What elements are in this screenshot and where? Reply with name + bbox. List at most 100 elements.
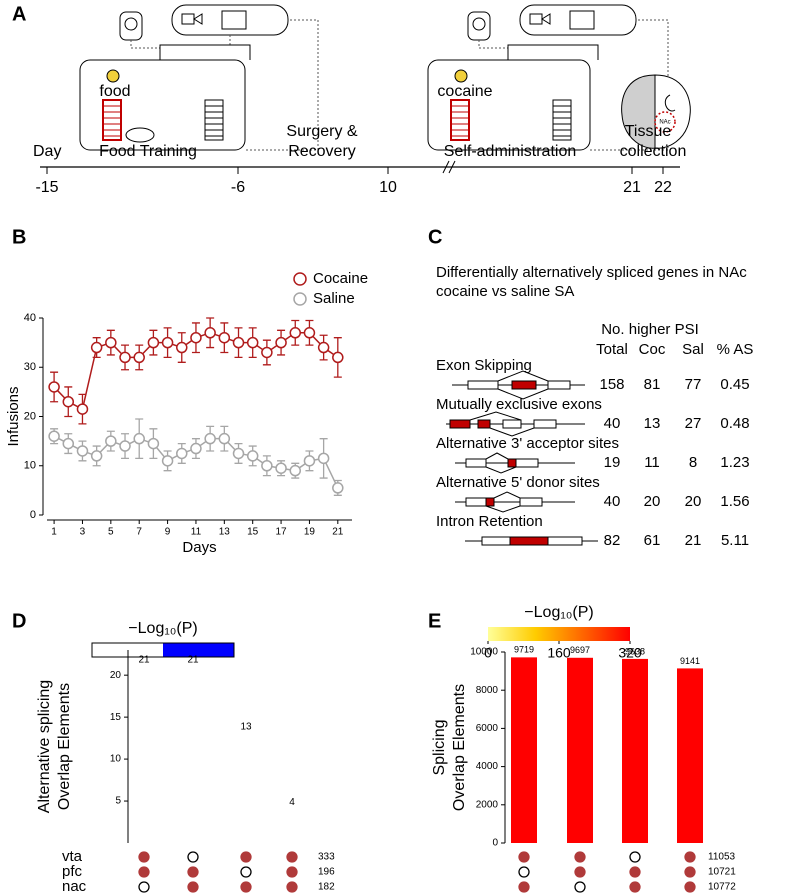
- y-axis-label: Splicing: [431, 719, 448, 775]
- table-cell: 40: [604, 493, 621, 510]
- membership-dot: [187, 866, 199, 878]
- x-tick-label: 9: [165, 527, 171, 538]
- data-point: [190, 442, 202, 455]
- x-tick-label: 15: [247, 527, 259, 538]
- y-axis-label: Overlap Elements: [451, 684, 468, 811]
- data-point: [261, 346, 273, 359]
- timeline-tick-label: 22: [654, 179, 672, 196]
- membership-dot: [574, 881, 586, 893]
- phase-label: Food Training: [99, 143, 197, 160]
- colorbar-label: −Log₁₀(P): [524, 604, 593, 621]
- x-tick-label: 17: [276, 527, 288, 538]
- y-axis-label: Infusions: [5, 386, 22, 446]
- data-point: [190, 331, 202, 344]
- table-cell: 8: [689, 454, 697, 471]
- value-label: 9697: [570, 645, 590, 655]
- set-size: 333: [318, 852, 335, 863]
- timeline-tick-label: -6: [231, 179, 245, 196]
- membership-dot: [518, 851, 530, 863]
- table-title: cocaine vs saline SA: [436, 283, 574, 300]
- data-point: [289, 464, 302, 477]
- y-tick-label: 6000: [476, 723, 499, 734]
- x-tick-label: 5: [108, 527, 114, 538]
- row-label: Intron Retention: [436, 513, 543, 530]
- data-point: [246, 336, 259, 349]
- data-point: [246, 450, 259, 462]
- value-label: 4: [289, 797, 295, 808]
- value-label: 21: [138, 654, 150, 665]
- membership-dot: [629, 866, 641, 878]
- y-tick-label: 20: [110, 670, 122, 681]
- y-tick-label: 15: [110, 712, 122, 723]
- membership-dot: [574, 851, 586, 863]
- table-group-header: No. higher PSI: [601, 321, 699, 338]
- brain-icon: [621, 74, 691, 149]
- legend-marker: [293, 272, 307, 286]
- table-header: % AS: [717, 341, 754, 358]
- row-label: Alternative 3' acceptor sites: [436, 435, 619, 452]
- value-label: 9141: [680, 656, 700, 666]
- membership-dot: [286, 851, 298, 863]
- colorbar-tick-label: 320: [618, 645, 642, 661]
- table-cell: 5.11: [721, 532, 749, 549]
- table-cell: 0.48: [720, 415, 749, 432]
- timeline-tick-label: 21: [623, 179, 641, 196]
- bar: [511, 657, 537, 843]
- data-point: [176, 341, 188, 354]
- table-cell: 1.56: [720, 493, 749, 510]
- data-point: [232, 336, 245, 349]
- y-tick-label: 4000: [476, 761, 499, 772]
- value-label: 9638: [625, 646, 645, 656]
- data-point: [317, 452, 330, 465]
- phase-label: Tissue: [625, 123, 672, 140]
- data-point: [161, 336, 174, 349]
- brain-label: NAc: [659, 120, 670, 126]
- data-point: [105, 435, 117, 447]
- data-point: [275, 336, 287, 349]
- membership-dot: [286, 866, 298, 878]
- data-point: [161, 455, 174, 467]
- y-axis-label: Alternative splicing: [36, 680, 53, 813]
- data-point: [90, 450, 103, 462]
- apparatus-right: [427, 4, 669, 151]
- x-axis-label: Days: [182, 539, 216, 556]
- membership-dot: [138, 881, 150, 893]
- table-cell: 158: [599, 376, 624, 393]
- colorbar: [488, 627, 630, 641]
- data-point: [204, 432, 216, 445]
- x-tick-label: 3: [80, 527, 86, 538]
- set-size: 10721: [708, 867, 736, 878]
- y-tick-label: 20: [24, 410, 36, 422]
- colorbar-tick-label: 160: [547, 645, 571, 661]
- table-cell: 27: [685, 415, 702, 432]
- table-cell: 20: [644, 493, 661, 510]
- table-cell: 11: [644, 454, 660, 471]
- x-tick-label: 19: [304, 527, 316, 538]
- data-point: [62, 395, 75, 408]
- row-label: Alternative 5' donor sites: [436, 474, 600, 491]
- data-point: [204, 327, 216, 339]
- data-point: [119, 351, 131, 364]
- membership-dot: [286, 881, 298, 893]
- value-label: 9719: [514, 645, 534, 655]
- apparatus-left: [79, 4, 319, 151]
- data-point: [48, 381, 60, 393]
- y-tick-label: 30: [24, 361, 36, 373]
- y-tick-label: 10: [110, 754, 122, 765]
- set-size: 11053: [708, 852, 736, 863]
- phase-label: Recovery: [288, 143, 356, 160]
- bar: [567, 657, 593, 843]
- membership-dot: [187, 881, 199, 893]
- bar: [622, 658, 648, 843]
- y-tick-label: 8000: [476, 685, 499, 696]
- y-tick-label: 40: [24, 312, 36, 324]
- membership-dot: [684, 851, 696, 863]
- data-point: [62, 437, 75, 450]
- colorbar: [91, 642, 235, 658]
- data-point: [133, 351, 145, 364]
- data-point: [48, 430, 60, 442]
- data-point: [332, 482, 344, 494]
- splice-icons: [446, 370, 598, 546]
